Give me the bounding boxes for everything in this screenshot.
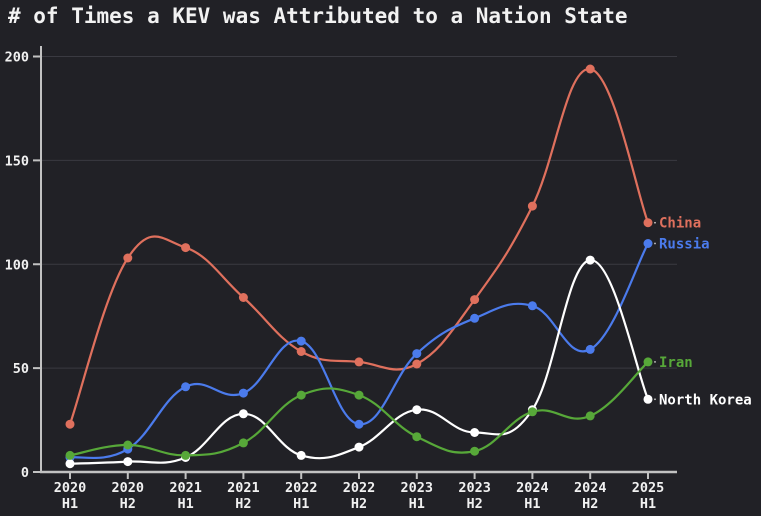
x-tick-label-9: 2024 H2 <box>574 480 607 512</box>
data-point-iran-3 <box>238 438 248 448</box>
x-tick-label-7: 2023 H2 <box>458 480 491 512</box>
series-line-china <box>68 67 650 426</box>
x-tick-label-2: 2021 H1 <box>169 480 202 512</box>
chart-title: # of Times a KEV was Attributed to a Nat… <box>8 4 628 28</box>
data-point-north-korea-6 <box>412 405 422 415</box>
data-point-russia-3 <box>238 388 248 398</box>
y-tick-label-150: 150 <box>5 153 29 169</box>
data-point-north-korea-10 <box>643 394 653 404</box>
data-point-china-8 <box>527 201 537 211</box>
x-tick-label-1: 2020 H2 <box>112 480 145 512</box>
x-tick-label-4: 2022 H1 <box>285 480 318 512</box>
data-point-north-korea-7 <box>470 428 480 437</box>
x-tick-label-8: 2024 H1 <box>516 480 549 512</box>
data-point-iran-2 <box>181 450 191 460</box>
data-point-iran-4 <box>296 390 306 400</box>
y-tick-label-200: 200 <box>5 50 29 66</box>
data-point-china-6 <box>412 359 422 369</box>
data-point-russia-8 <box>527 301 537 311</box>
x-tick-label-10: 2025 H1 <box>632 480 665 512</box>
data-point-north-korea-1 <box>123 457 133 467</box>
x-tick-label-6: 2023 H1 <box>401 480 434 512</box>
data-point-north-korea-9 <box>585 255 595 265</box>
y-tick-label-0: 0 <box>21 465 29 481</box>
series-label-iran: Iran <box>659 355 693 371</box>
data-point-iran-6 <box>412 432 422 442</box>
data-point-russia-6 <box>412 349 422 359</box>
data-point-north-korea-4 <box>296 450 306 460</box>
data-point-north-korea-5 <box>354 442 364 452</box>
data-point-iran-5 <box>354 390 364 400</box>
data-point-iran-1 <box>123 440 133 450</box>
data-point-china-5 <box>354 357 364 367</box>
series-label-china: China <box>659 216 701 232</box>
series-line-iran <box>68 360 650 457</box>
data-point-russia-4 <box>296 336 306 346</box>
y-tick-label-50: 50 <box>13 361 29 377</box>
data-point-iran-8 <box>527 407 537 417</box>
data-point-china-4 <box>296 347 306 356</box>
x-tick-label-5: 2022 H2 <box>343 480 376 512</box>
data-point-china-3 <box>238 293 248 302</box>
data-point-china-7 <box>470 295 480 305</box>
data-point-iran-10 <box>643 357 653 367</box>
y-tick-label-100: 100 <box>5 257 29 273</box>
data-point-russia-5 <box>354 419 364 429</box>
data-point-russia-10 <box>643 239 653 248</box>
data-point-china-9 <box>585 64 595 74</box>
data-point-china-0 <box>65 419 75 429</box>
data-point-russia-2 <box>181 382 191 392</box>
data-point-china-10 <box>643 218 653 228</box>
data-point-china-2 <box>181 243 191 253</box>
data-point-north-korea-0 <box>65 459 75 469</box>
data-point-iran-9 <box>585 411 595 421</box>
x-tick-label-3: 2021 H2 <box>227 480 260 512</box>
data-point-china-1 <box>123 253 133 263</box>
data-point-russia-9 <box>585 344 595 354</box>
x-tick-label-0: 2020 H1 <box>54 480 87 512</box>
series-label-russia: Russia <box>659 236 710 252</box>
data-point-north-korea-3 <box>238 409 248 419</box>
data-point-iran-7 <box>470 446 480 456</box>
data-point-iran-0 <box>65 450 75 460</box>
series-label-north-korea: North Korea <box>659 392 752 408</box>
data-point-russia-7 <box>470 313 480 323</box>
